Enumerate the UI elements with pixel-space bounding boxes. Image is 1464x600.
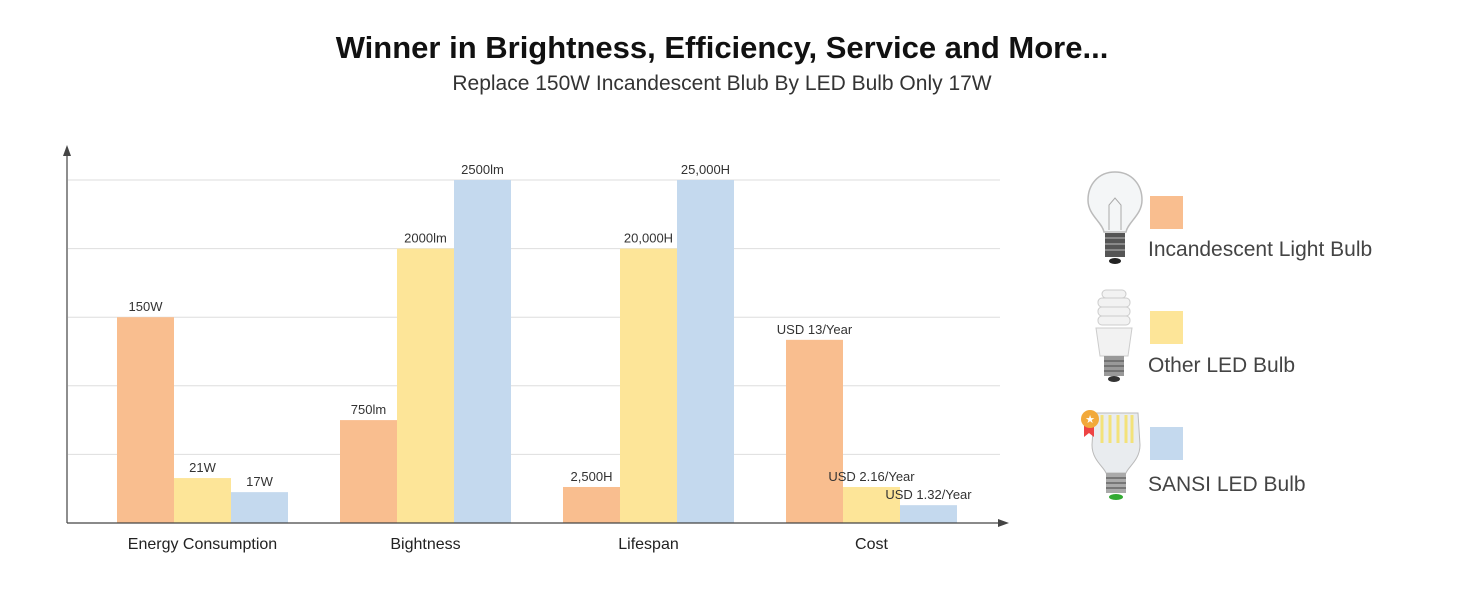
data-labels: 150W 21W 17W 750lm 2000lm 2500lm 2,500H 20,000H… [129,162,973,502]
incandescent-bulb-icon [1087,171,1143,264]
x-axis-arrow [998,519,1009,527]
legend-item-incandescent: Incandescent Light Bulb [1080,170,1440,280]
award-medal-icon [1081,410,1099,428]
bar-value-label: 21W [189,460,216,475]
legend-item-sansi-led: ★ SANSI LED Bulb [1080,405,1440,515]
bar-value-label: USD 1.32/Year [885,487,972,502]
bar [900,505,957,523]
spiral-bulb-icon [1095,289,1133,382]
bar [677,180,734,523]
bar-value-label: 25,000H [681,162,730,177]
bar [620,248,677,523]
bar [786,339,843,523]
legend-swatch [1150,311,1183,344]
bar [843,486,900,523]
bar [454,180,511,523]
x-tick-label: Energy Consumption [128,536,277,553]
axes [63,145,1009,527]
legend-swatch [1150,427,1183,460]
legend-label: Other LED Bulb [1148,354,1296,377]
gridlines [68,179,1000,455]
chart-title: Winner in Brightness, Efficiency, Servic… [335,30,1109,65]
legend-label: SANSI LED Bulb [1148,473,1306,496]
legend-swatch [1150,196,1183,229]
bar-value-label: USD 13/Year [777,322,853,337]
bar-value-label: 17W [246,474,273,489]
bar-value-label: 20,000H [624,231,673,246]
bar [231,492,288,523]
bar-value-label: 2500lm [461,162,504,177]
sansi-led-bulb-icon: ★ [1081,410,1141,500]
y-axis-arrow [63,145,71,156]
bar-value-label: 750lm [351,402,386,417]
x-tick-label: Bightness [390,536,460,553]
legend-item-other-led: Other LED Bulb [1080,286,1440,396]
bar [117,317,174,523]
chart-subtitle: Replace 150W Incandescent Blub By LED Bu… [452,72,992,95]
bars [117,180,957,523]
bar-value-label: 2,500H [571,469,613,484]
svg-text:★: ★ [1085,414,1095,426]
x-tick-labels: Energy Consumption Bightness Lifespan Cost [128,536,889,553]
bar [340,420,397,523]
bar-value-label: USD 2.16/Year [828,469,915,484]
bar-value-label: 2000lm [404,231,447,246]
bar [563,486,620,523]
legend-label: Incandescent Light Bulb [1148,238,1373,261]
bar [174,478,231,523]
bar-value-label: 150W [129,299,164,314]
bar-chart: 150W 21W 17W 750lm 2000lm 2500lm 2,500H 20,000H… [63,145,1009,553]
bar [397,248,454,523]
x-tick-label: Cost [855,536,888,553]
x-tick-label: Lifespan [618,536,679,553]
